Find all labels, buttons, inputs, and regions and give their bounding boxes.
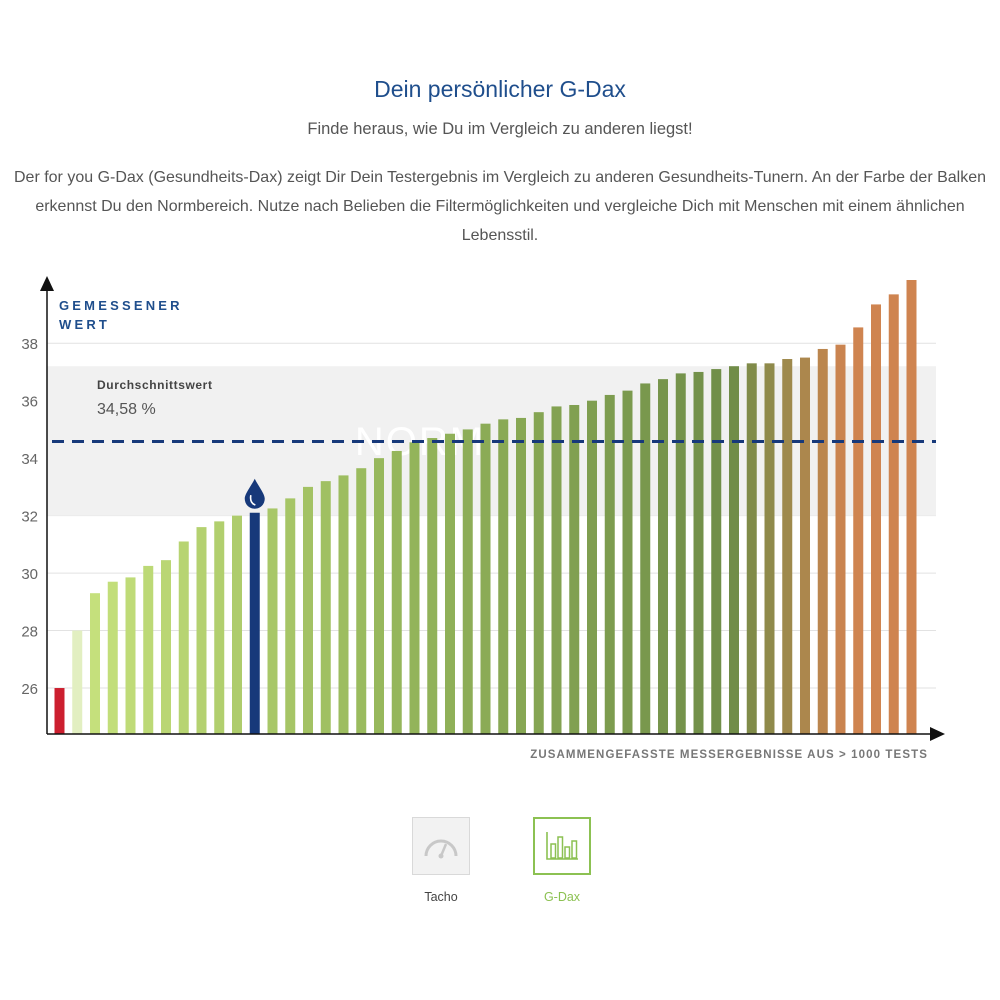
bar [587,400,597,734]
bar [356,468,367,734]
bar-layer [54,280,917,734]
bar [409,442,420,734]
average-label: Durchschnittswert [97,378,213,392]
x-axis-arrow [930,727,945,741]
bar [782,359,793,734]
bar-user-result [249,512,260,734]
page-subtitle: Finde heraus, wie Du im Vergleich zu and… [307,120,693,138]
bar [161,560,171,734]
bar [888,294,899,734]
gauge-icon [424,839,458,859]
bar [516,417,526,734]
overlay-layer: Durchschnittswert 34,58 % [52,378,936,509]
bar [871,304,881,734]
y-axis-title-line2: WERT [59,317,110,332]
bar [533,412,544,734]
bar [853,327,864,734]
bar [267,508,278,734]
average-value: 34,58 % [97,401,156,418]
bar [214,521,225,734]
bar [196,527,207,734]
bar [462,429,473,734]
bar [693,371,704,734]
bar [906,280,917,734]
view-switcher: Tacho G-Dax [0,817,1000,917]
bar [835,344,846,734]
tab-gdax-box[interactable] [533,817,591,875]
tab-gdax[interactable]: G-Dax [532,817,592,904]
bar [303,486,313,734]
drop-icon [244,478,265,509]
y-tick-label: 34 [21,451,38,468]
page-description: Der for you G-Dax (Gesundheits-Dax) zeig… [13,169,987,244]
bar [746,363,757,734]
bar [764,363,775,734]
tab-tacho[interactable]: Tacho [411,817,471,904]
y-tick-label: 38 [21,336,38,353]
drop-icon-shine [249,494,256,506]
y-axis-title-line1: GEMESSENER [59,298,183,313]
bar [427,438,438,734]
bar [817,348,828,734]
x-axis-title: ZUSAMMENGEFASSTE MESSERGEBNISSE AUS > 10… [530,749,928,761]
tab-tacho-label: Tacho [424,890,458,904]
bar [285,498,296,734]
bar-chart-icon [546,832,578,860]
y-tick-label: 36 [21,394,38,411]
bar [125,577,136,734]
bar [800,357,810,734]
axis-layer: 26 28 30 32 34 36 38 GEMESSENER WERT ZUSAMMENGEFA… [21,276,945,761]
bar [178,541,189,734]
bar [320,481,331,734]
bar [374,458,384,734]
bar [480,423,491,734]
y-tick-label: 30 [21,566,38,583]
bar [445,433,455,734]
bar [338,475,349,734]
bar [232,515,242,734]
bar [551,406,562,734]
bar [569,404,580,734]
bar [604,394,615,734]
bar [622,390,633,734]
bar [143,565,154,734]
tab-tacho-box[interactable] [412,817,470,875]
tab-gdax-label: G-Dax [543,890,581,904]
bar [391,450,402,734]
bar [675,373,686,734]
bar [498,419,509,734]
page-title: Dein persönlicher G-Dax [374,76,626,102]
y-tick-label: 28 [21,624,38,641]
bar [54,688,65,734]
y-axis-arrow [40,276,54,291]
bar [729,366,739,734]
y-tick-label: 26 [21,681,38,698]
bar [658,379,668,734]
y-tick-label: 32 [21,509,38,526]
bar [72,630,83,734]
bar [90,593,100,734]
bar [640,383,651,734]
bar [107,581,118,734]
bar [711,369,722,734]
